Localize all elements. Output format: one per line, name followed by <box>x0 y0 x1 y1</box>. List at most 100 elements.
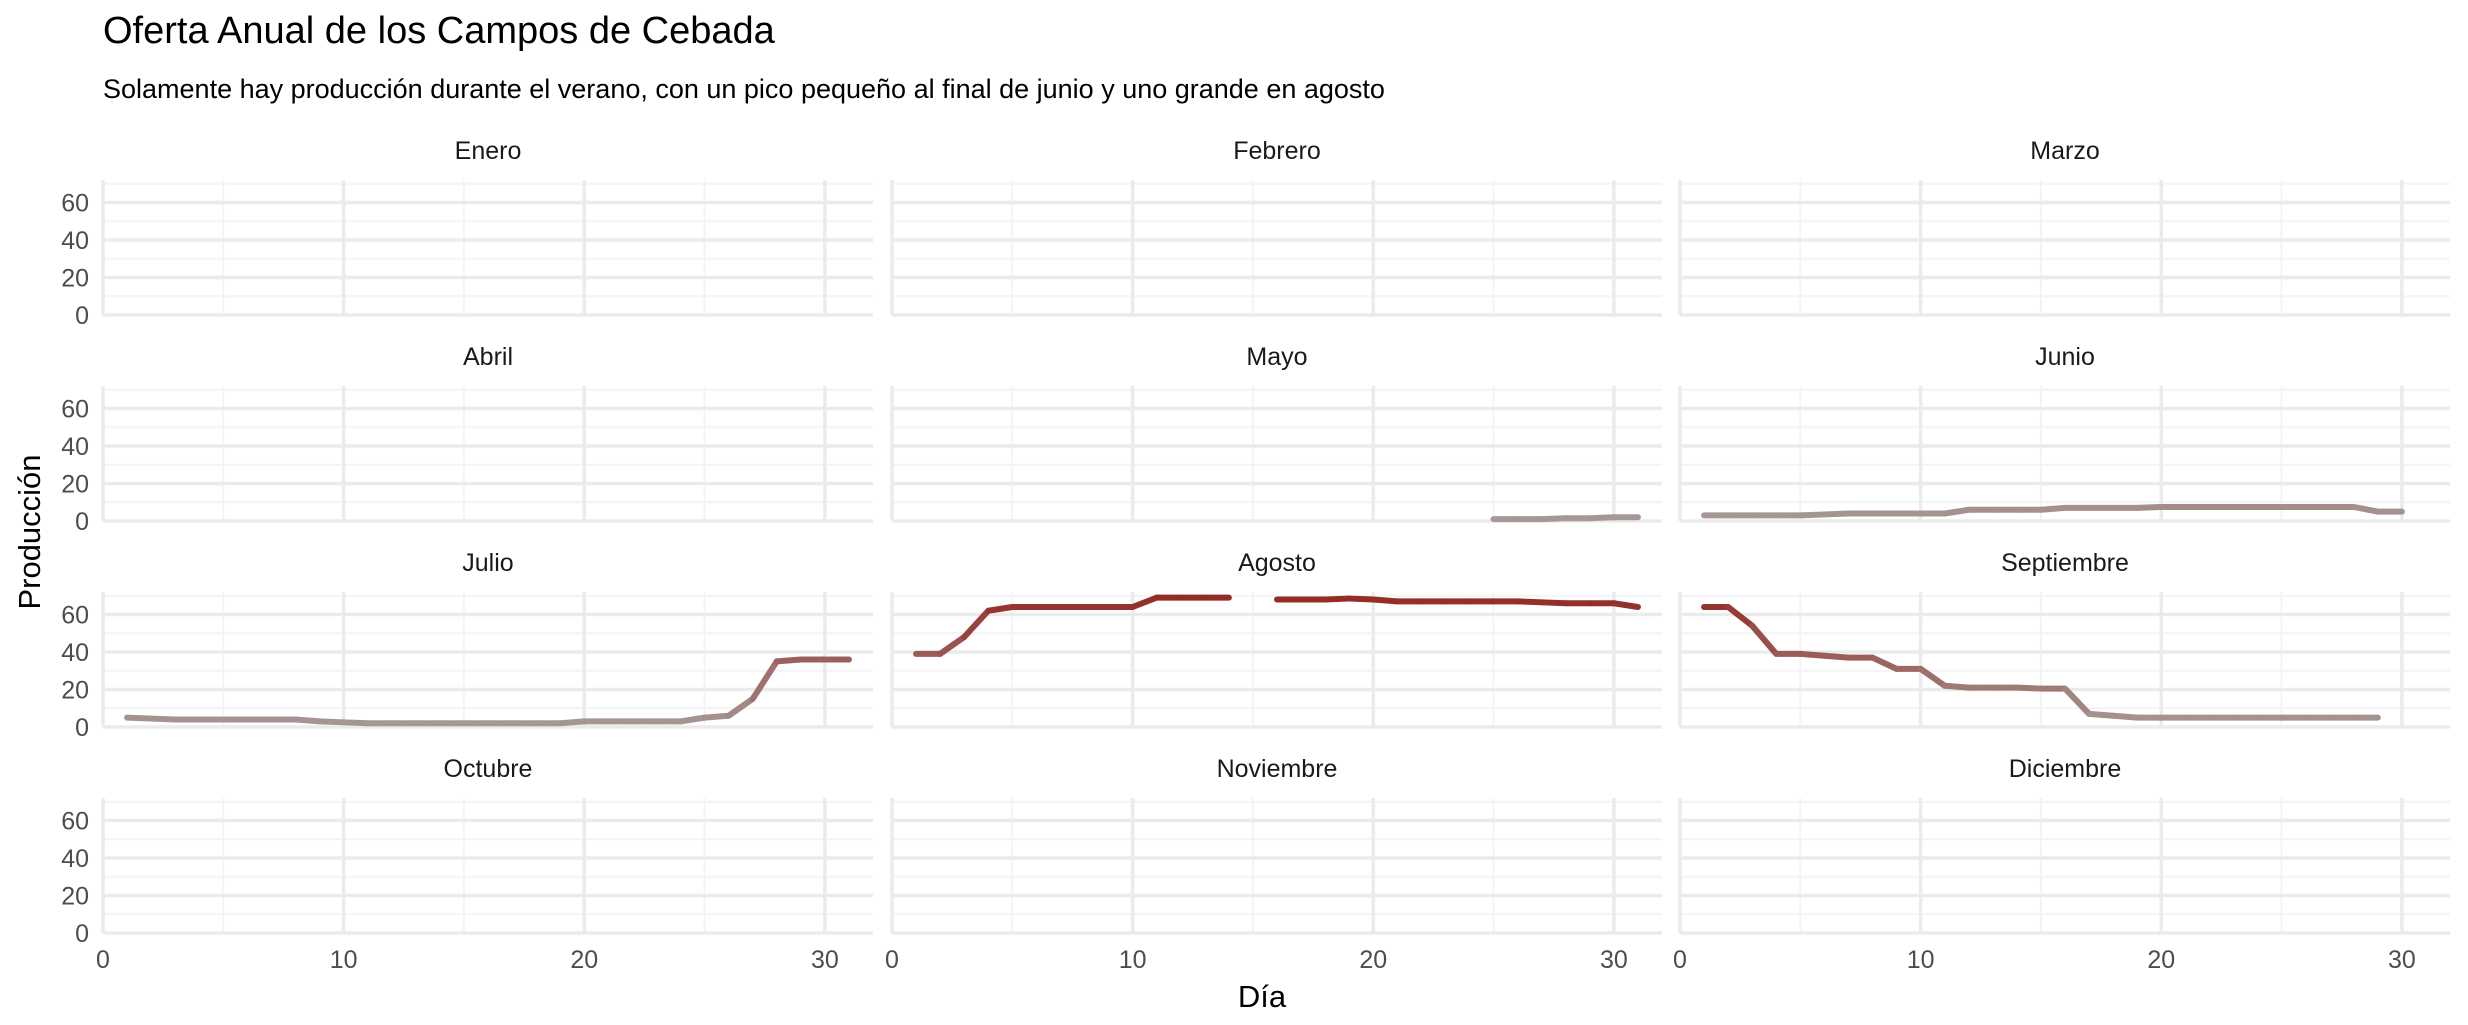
panel-abril: Abril 0 20 40 60 <box>61 343 873 536</box>
line-segment <box>1129 594 1160 610</box>
y-tick-label: 40 <box>61 639 89 667</box>
x-tick-label: 30 <box>811 946 839 974</box>
panel-strip-label: Marzo <box>2030 137 2099 165</box>
y-tick-label: 40 <box>61 433 89 461</box>
x-tick-label: 10 <box>1907 946 1935 974</box>
x-tick-label: 20 <box>1359 946 1387 974</box>
line-segment <box>1538 599 1569 607</box>
line-segment <box>2110 712 2141 721</box>
line-segment <box>725 695 756 719</box>
line-segment <box>316 718 347 726</box>
line-segment <box>2037 504 2068 513</box>
line-segment <box>1586 514 1617 522</box>
y-tick-label: 60 <box>61 602 89 630</box>
panel-mayo: Mayo <box>890 343 1662 523</box>
panel-strip-label: Julio <box>462 549 513 577</box>
panel-strip-label: Mayo <box>1246 343 1307 371</box>
y-tick-label: 60 <box>61 396 89 424</box>
y-tick-label: 0 <box>75 920 89 948</box>
panel-strip-label: Diciembre <box>2009 755 2122 783</box>
panel-strip-label: Junio <box>2035 343 2095 371</box>
panel-agosto: Agosto <box>890 549 1662 729</box>
panel-junio: Junio <box>1678 343 2450 523</box>
panel-noviembre: Noviembre 0 10 20 30 <box>885 755 1662 974</box>
y-tick-label: 60 <box>61 190 89 218</box>
panel-octubre: Octubre 0 20 40 60 0 10 20 30 <box>61 755 873 974</box>
line-segment <box>124 714 155 722</box>
line-segment <box>1725 604 1756 629</box>
panel-strip-label: Febrero <box>1233 137 1321 165</box>
line-segment <box>773 656 804 665</box>
panel-strip-label: Octubre <box>444 755 533 783</box>
line-segment <box>1941 506 1972 517</box>
line-segment <box>1917 665 1948 689</box>
series-line <box>1701 604 2381 721</box>
panel-diciembre: Diciembre 0 10 20 30 <box>1673 755 2450 974</box>
line-segment <box>1941 682 1972 691</box>
y-tick-label: 40 <box>61 845 89 873</box>
line-segment <box>2086 710 2117 719</box>
line-segment <box>1797 511 1828 519</box>
panel-septiembre: Septiembre <box>1678 549 2450 729</box>
x-axis-title: Día <box>1238 979 1287 1014</box>
line-segment <box>749 658 780 702</box>
line-segment <box>1869 654 1900 672</box>
line-segment <box>1821 652 1852 661</box>
series-line <box>1490 514 1641 523</box>
panel-strip-label: Septiembre <box>2001 549 2129 577</box>
line-segment <box>340 719 371 727</box>
panel-strip-label: Enero <box>455 137 522 165</box>
line-segment <box>1797 650 1828 659</box>
line-segment <box>1749 622 1780 657</box>
y-tick-label: 20 <box>61 265 89 293</box>
y-tick-label: 0 <box>75 302 89 330</box>
line-segment <box>2062 685 2093 717</box>
x-tick-label: 30 <box>2388 946 2416 974</box>
y-tick-label: 20 <box>61 471 89 499</box>
line-segment <box>1538 515 1569 523</box>
line-segment <box>701 712 732 721</box>
line-segment <box>148 715 179 723</box>
line-segment <box>292 716 323 725</box>
line-segment <box>1514 598 1545 606</box>
x-tick-label: 0 <box>96 946 110 974</box>
x-tick-label: 10 <box>330 946 358 974</box>
panel-julio: Julio 0 20 40 60 <box>61 549 873 742</box>
panel-febrero: Febrero <box>890 137 1662 317</box>
line-segment <box>2013 684 2044 692</box>
panel-strip-label: Noviembre <box>1217 755 1338 783</box>
x-tick-label: 0 <box>885 946 899 974</box>
chart-title: Oferta Anual de los Campos de Cebada <box>103 10 775 52</box>
line-segment <box>1322 595 1353 603</box>
panel-strip-label: Agosto <box>1238 549 1316 577</box>
y-tick-label: 0 <box>75 508 89 536</box>
line-segment <box>937 634 968 657</box>
series-line <box>913 594 1232 657</box>
series-line <box>1701 503 2405 519</box>
line-segment <box>677 714 708 725</box>
x-tick-label: 20 <box>570 946 598 974</box>
line-segment <box>1346 595 1377 603</box>
y-tick-label: 60 <box>61 808 89 836</box>
y-axis-title: Producción <box>12 454 47 609</box>
chart-subtitle: Solamente hay producción durante el vera… <box>103 74 1385 104</box>
y-tick-label: 20 <box>61 677 89 705</box>
panel-enero: Enero 0 20 40 60 <box>61 137 873 330</box>
line-segment <box>985 604 1016 614</box>
x-tick-label: 20 <box>2147 946 2175 974</box>
line-segment <box>961 607 992 640</box>
series-line <box>1274 595 1641 610</box>
x-tick-label: 10 <box>1119 946 1147 974</box>
panel-marzo: Marzo <box>1678 137 2450 317</box>
line-segment <box>1821 510 1852 518</box>
panel-strip-label: Abril <box>463 343 513 371</box>
line-segment <box>2350 503 2381 515</box>
series-line <box>124 656 852 727</box>
line-segment <box>1610 600 1641 610</box>
y-tick-label: 40 <box>61 227 89 255</box>
line-segment <box>2134 503 2165 511</box>
y-tick-label: 0 <box>75 714 89 742</box>
line-segment <box>557 718 588 727</box>
x-tick-label: 30 <box>1600 946 1628 974</box>
